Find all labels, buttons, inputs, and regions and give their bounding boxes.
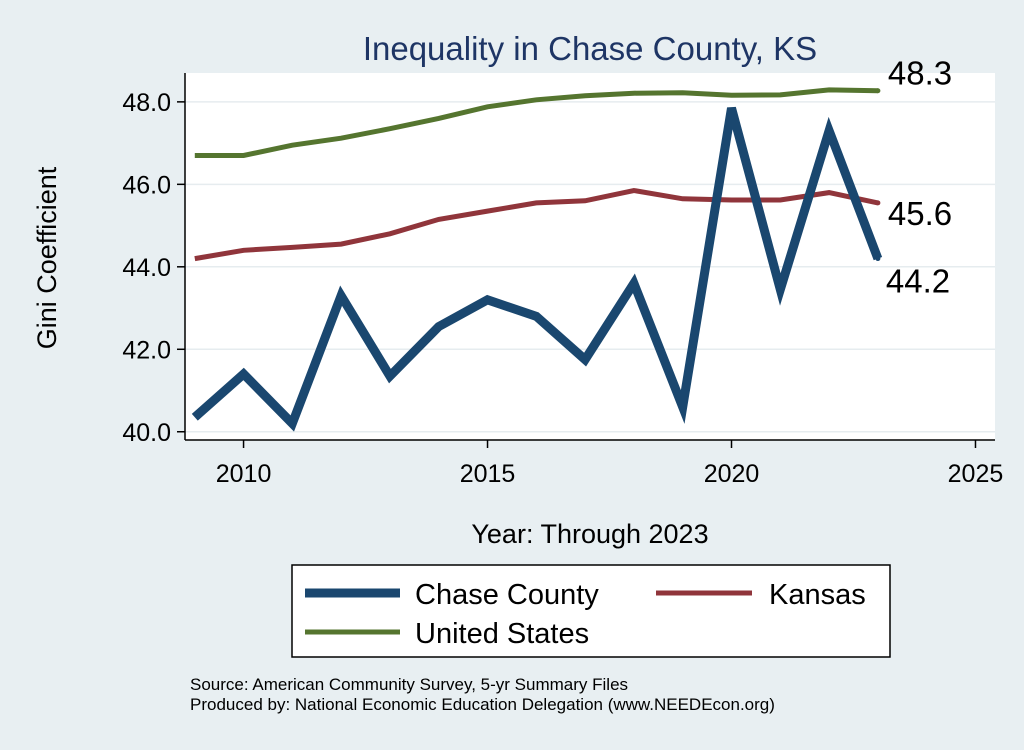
series-lines (191, 87, 883, 432)
series-line-united-states (194, 87, 878, 158)
x-tick-label: 2015 (460, 460, 516, 488)
end-point-united-states (875, 88, 881, 94)
legend-label-chase-county: Chase County (415, 579, 599, 611)
series-line-kansas (194, 187, 879, 262)
legend: Chase County Kansas United States (291, 564, 891, 658)
y-tick-label: 44.0 (122, 254, 171, 282)
x-tick-label: 2020 (704, 460, 760, 488)
end-point-chase-county (875, 256, 881, 262)
legend-label-kansas: Kansas (769, 579, 866, 611)
y-axis-label: Gini Coefficient (32, 166, 62, 349)
axes: 40.0 42.0 44.0 46.0 48.0 2010 2015 2020 2025 (122, 73, 1003, 488)
end-point-kansas (875, 200, 881, 206)
plot-area (185, 73, 995, 440)
y-tick-label: 42.0 (122, 336, 171, 364)
y-tick-label: 48.0 (122, 89, 171, 117)
end-labels: 48.3 45.6 44.2 (875, 55, 952, 300)
end-label-chase-county: 44.2 (886, 263, 950, 300)
y-tick-label: 46.0 (122, 171, 171, 199)
end-label-united-states: 48.3 (888, 55, 952, 92)
x-axis-label: Year: Through 2023 (471, 519, 708, 549)
end-label-kansas: 45.6 (888, 195, 952, 232)
legend-label-united-states: United States (415, 618, 589, 650)
producer-note: Produced by: National Economic Education… (190, 695, 775, 714)
y-tick-label: 40.0 (122, 419, 171, 447)
x-tick-label: 2025 (948, 460, 1004, 488)
x-tick-label: 2010 (216, 460, 272, 488)
series-line-chase-county (191, 106, 883, 432)
legend-box (291, 564, 891, 658)
chart-title: Inequality in Chase County, KS (363, 30, 817, 67)
gridlines (185, 73, 995, 440)
source-note: Source: American Community Survey, 5-yr … (190, 675, 628, 694)
